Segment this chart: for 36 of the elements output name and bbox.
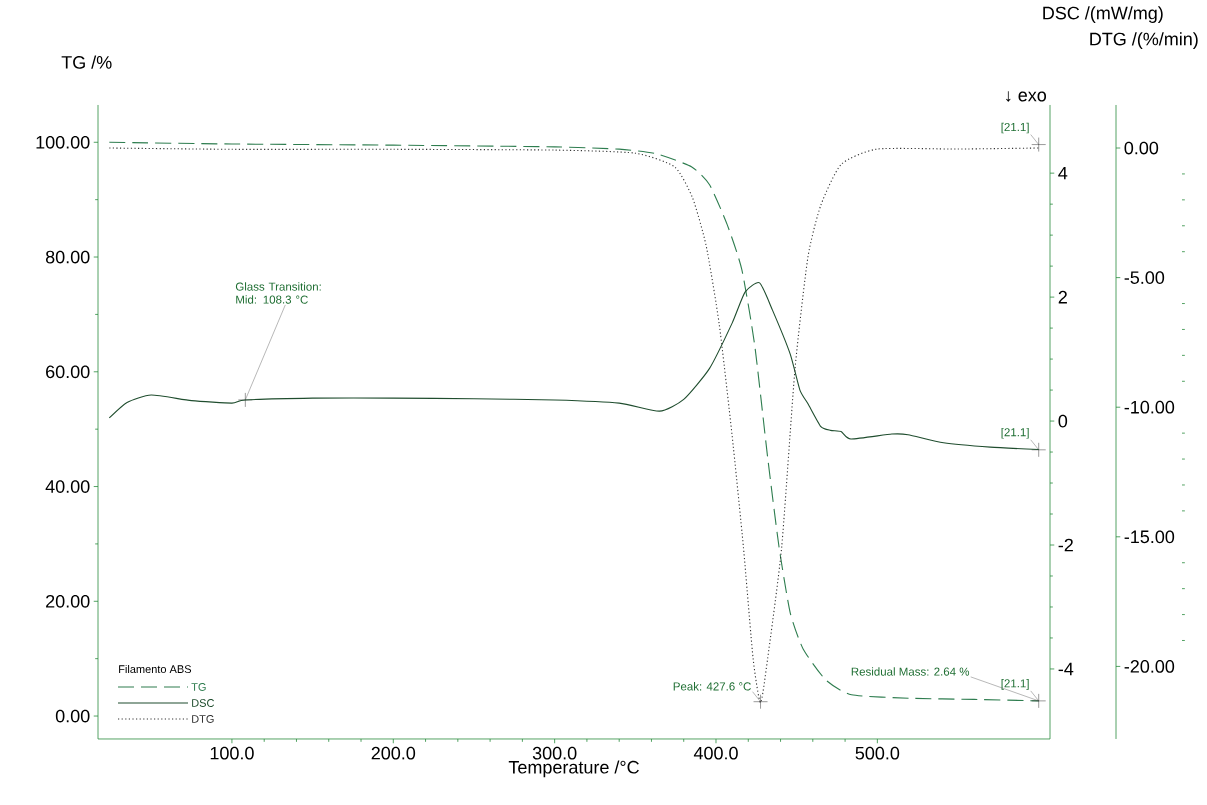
legend-title: Filamento ABS <box>119 664 192 674</box>
text: DTG <box>192 715 214 723</box>
y2-tick-label: -2 <box>1058 538 1073 552</box>
annotation: [21.1] <box>1001 427 1029 439</box>
y3-tick-label: -10.00 <box>1124 400 1175 414</box>
text: TG <box>191 683 206 691</box>
annotation: Residual Mass: 2.64 % <box>851 667 970 676</box>
x-tick-label: 400.0 <box>693 746 738 760</box>
y3-tick-label: 0.00 <box>1124 141 1159 155</box>
y-tick-label: 0.00 <box>55 709 90 723</box>
x-tick-label: 300.0 <box>532 746 577 760</box>
text: ↓ exo <box>1006 91 1047 102</box>
y2-tick-label: 0 <box>1058 414 1068 428</box>
x-axis-title: Temperature /°C <box>508 760 639 778</box>
y2-tick-label: 4 <box>1058 166 1068 180</box>
x-tick-label: 200.0 <box>371 746 416 760</box>
y-tick-label: 40.00 <box>45 480 90 493</box>
y-tick-label: 60.00 <box>46 365 90 379</box>
annotation: Peak: 427.6 °C <box>673 682 751 691</box>
y3-tick-label: -5.00 <box>1124 271 1165 284</box>
y-tick-label: 80.00 <box>45 250 90 264</box>
text: DSC <box>192 699 215 707</box>
y3-axis-title: DTG /(%/min) <box>1090 32 1198 49</box>
y2-axis-title: DSC /(mW/mg) <box>1043 6 1163 23</box>
annotation: [21.1] <box>1001 678 1029 690</box>
y-tick-label: 100.00 <box>36 135 90 149</box>
annotation: [21.1] <box>1001 122 1029 134</box>
y2-tick-label: -4 <box>1058 662 1074 676</box>
y3-tick-label: -20.00 <box>1124 660 1175 673</box>
y2-tick-label: 2 <box>1058 290 1067 304</box>
x-tick-label: 100.0 <box>210 746 254 760</box>
x-tick-label: 500.0 <box>855 746 900 760</box>
annotation: Glass Transition: Mid: 108.3 °C <box>235 282 321 304</box>
y-axis-title: TG /% <box>61 55 112 69</box>
y3-tick-label: -15.00 <box>1124 530 1175 544</box>
y-tick-label: 20.00 <box>46 594 90 608</box>
